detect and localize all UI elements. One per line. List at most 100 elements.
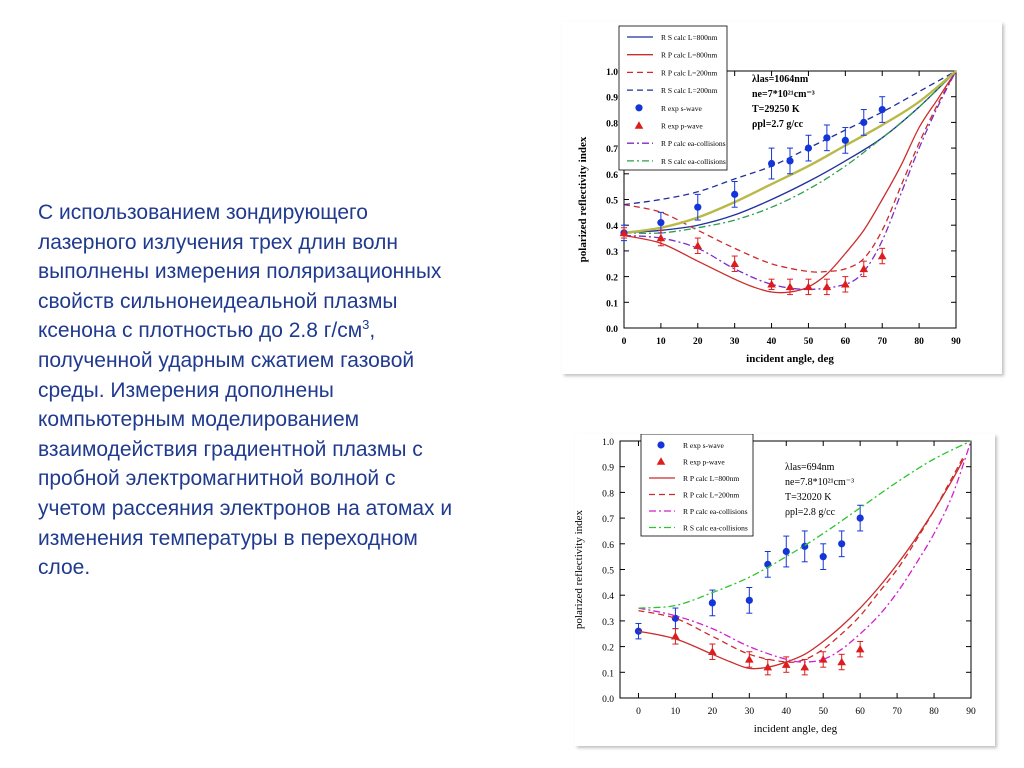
text-line: свойств сильнонеидеальной плазмы bbox=[38, 289, 398, 313]
data-point bbox=[745, 596, 753, 604]
x-tick-label: 10 bbox=[671, 707, 681, 717]
data-point bbox=[838, 540, 846, 548]
x-tick-label: 20 bbox=[708, 707, 718, 717]
y-tick-label: 0.9 bbox=[606, 94, 618, 104]
y-tick-label: 0.1 bbox=[602, 669, 614, 679]
data-point bbox=[767, 280, 776, 288]
series bbox=[671, 628, 865, 676]
series bbox=[638, 440, 972, 663]
legend-label: R S calc L=200nm bbox=[661, 86, 718, 95]
data-point bbox=[877, 251, 887, 260]
legend-label: R P calc ea-collisions bbox=[683, 507, 748, 516]
series bbox=[638, 456, 965, 663]
text-line: полученной ударным сжатием газовой bbox=[38, 348, 415, 372]
parameter-annotations: λlas=1064nm ne=7*10²¹cm⁻³ T=29250 K ρpl=2.7… bbox=[752, 74, 815, 130]
y-tick-label: 0.0 bbox=[602, 695, 614, 705]
text-comma: , bbox=[369, 319, 376, 343]
text-line: компьютерным моделированием bbox=[38, 408, 360, 432]
series-line bbox=[623, 70, 957, 294]
text-line: учетом рассеяния электронов на атомах и bbox=[38, 496, 453, 520]
x-tick-label: 10 bbox=[656, 337, 666, 347]
data-point bbox=[656, 233, 666, 242]
data-point bbox=[804, 282, 813, 291]
x-axis-label: incident angle, deg bbox=[754, 723, 838, 735]
parameter-label: ne=7.8*10²¹cm⁻³ bbox=[785, 477, 854, 488]
text-line: ксенона с плотностью до 2.8 г/см bbox=[38, 319, 363, 343]
legend-label: R exp p-wave bbox=[683, 458, 725, 467]
data-point bbox=[730, 259, 739, 267]
x-tick-label: 40 bbox=[782, 707, 792, 717]
data-point bbox=[786, 157, 794, 165]
y-tick-label: 0.0 bbox=[606, 325, 618, 335]
data-point bbox=[782, 547, 790, 556]
y-tick-label: 0.2 bbox=[606, 274, 618, 284]
data-point bbox=[634, 121, 644, 129]
series bbox=[623, 70, 957, 294]
data-point bbox=[731, 190, 739, 198]
series-line bbox=[638, 458, 965, 670]
series bbox=[623, 70, 957, 234]
parameter-label: ρpl=2.7 g/cc bbox=[752, 119, 804, 130]
x-tick-label: 80 bbox=[914, 337, 924, 347]
legend-label: R S calc ea-collisions bbox=[683, 524, 748, 533]
slide-body-text: С использованием зондирующего лазерного … bbox=[38, 198, 558, 583]
text-line: С использованием зондирующего bbox=[38, 201, 368, 224]
x-tick-label: 60 bbox=[841, 337, 851, 347]
data-point bbox=[767, 159, 776, 168]
series-line bbox=[623, 70, 957, 234]
superscript: 3 bbox=[362, 317, 370, 333]
data-point bbox=[856, 514, 864, 522]
x-tick-label: 60 bbox=[855, 707, 865, 717]
x-tick-label: 90 bbox=[951, 337, 961, 347]
series-line bbox=[623, 70, 957, 235]
x-tick-label: 80 bbox=[929, 707, 939, 717]
y-tick-label: 0.7 bbox=[602, 515, 614, 525]
legend-label: R P calc L=800nm bbox=[683, 474, 739, 483]
text-line: лазерного излучения трех длин волн bbox=[38, 230, 398, 254]
legend-label: R S calc L=800nm bbox=[661, 33, 718, 42]
data-point bbox=[823, 134, 831, 142]
y-tick-label: 0.3 bbox=[606, 248, 618, 258]
parameter-label: ρpl=2.8 g/cc bbox=[785, 507, 836, 518]
text-line: пробной электромагнитной волной с bbox=[38, 467, 396, 491]
data-point bbox=[694, 203, 702, 211]
text-line: выполнены измерения поляризационных bbox=[38, 260, 442, 284]
x-tick-label: 40 bbox=[767, 337, 777, 347]
series bbox=[638, 458, 965, 670]
x-tick-label: 70 bbox=[877, 337, 887, 347]
legend-label: R P calc L=800nm bbox=[661, 51, 717, 60]
y-axis-label: polarized reflectivity index bbox=[577, 136, 589, 262]
y-tick-label: 0.4 bbox=[602, 592, 614, 602]
parameter-label: ne=7*10²¹cm⁻³ bbox=[752, 89, 815, 100]
data-point bbox=[785, 282, 795, 291]
series bbox=[623, 70, 957, 235]
y-tick-label: 0.8 bbox=[606, 119, 618, 129]
x-tick-label: 30 bbox=[745, 707, 755, 717]
text-line-density: ксенона с плотностью до 2.8 г/см3, bbox=[38, 316, 558, 346]
y-axis-label: polarized reflectivity index bbox=[575, 509, 585, 629]
y-tick-label: 0.6 bbox=[602, 541, 614, 551]
data-point bbox=[819, 553, 827, 561]
parameter-label: λlas=1064nm bbox=[752, 74, 809, 85]
x-tick-label: 90 bbox=[966, 707, 976, 717]
x-tick-label: 20 bbox=[693, 337, 703, 347]
y-tick-label: 0.4 bbox=[606, 222, 618, 232]
data-point bbox=[804, 144, 813, 152]
x-tick-label: 50 bbox=[818, 707, 828, 717]
parameter-label: T=32020 K bbox=[785, 492, 832, 503]
data-point bbox=[781, 660, 791, 668]
parameter-label: λlas=694nm bbox=[785, 462, 835, 473]
series bbox=[623, 70, 957, 273]
legend-box bbox=[618, 25, 728, 171]
data-point bbox=[841, 280, 850, 288]
x-tick-label: 0 bbox=[622, 337, 627, 347]
chart-694nm-svg: 0 10 20 30 40 50 60 70 80 90 0.0 0.1 0.2 0.3 0.4 0.5 0.6… bbox=[573, 433, 976, 735]
legend-label: R P calc L=200nm bbox=[683, 491, 739, 500]
data-point bbox=[656, 457, 666, 465]
series-line bbox=[638, 440, 972, 609]
data-point bbox=[745, 655, 754, 663]
legend-label: R P calc L=200nm bbox=[661, 68, 717, 77]
data-point bbox=[671, 614, 680, 622]
data-point bbox=[855, 644, 865, 653]
x-tick-label: 70 bbox=[892, 707, 902, 717]
